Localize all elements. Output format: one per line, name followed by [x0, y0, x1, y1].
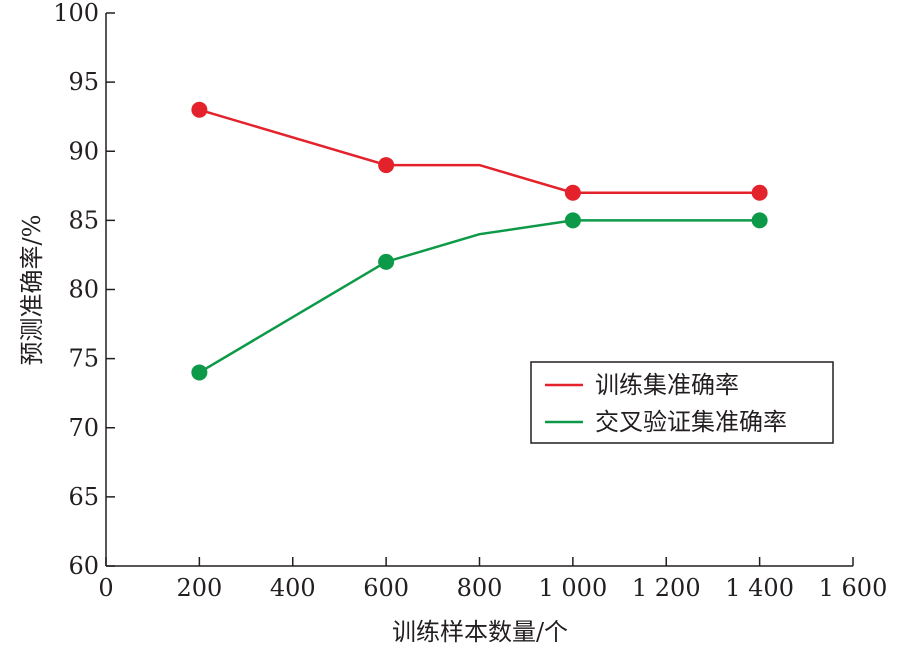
- data-point-series-1: [751, 184, 768, 201]
- data-point-series-2: [751, 212, 768, 229]
- data-point-series-2: [191, 364, 208, 381]
- x-tick-label: 1 600: [819, 574, 888, 602]
- y-tick-label: 100: [53, 0, 99, 27]
- y-tick-label: 80: [68, 276, 99, 304]
- y-ticks: 60 65 70 75 80 85 90 95 100: [53, 0, 115, 580]
- x-tick-label: 0: [98, 574, 113, 602]
- x-tick-label: 800: [457, 574, 503, 602]
- data-point-series-1: [191, 101, 208, 118]
- y-tick-label: 95: [68, 68, 99, 96]
- x-tick-label: 400: [270, 574, 316, 602]
- y-tick-label: 60: [68, 552, 99, 580]
- x-tick-label: 1 200: [632, 574, 701, 602]
- legend-label-train: 训练集准确率: [595, 371, 739, 399]
- series-layer: [191, 101, 768, 381]
- legend: 训练集准确率 交叉验证集准确率: [530, 361, 834, 444]
- data-point-series-1: [564, 184, 581, 201]
- series-line-1: [199, 108, 760, 194]
- axes: [105, 13, 853, 567]
- y-axis-label: 预测准确率/%: [18, 215, 46, 366]
- legend-label-cv: 交叉验证集准确率: [595, 408, 787, 436]
- y-tick-label: 65: [68, 483, 99, 511]
- data-point-series-1: [378, 157, 395, 174]
- x-tick-label: 1 000: [539, 574, 608, 602]
- y-tick-label: 70: [68, 414, 99, 442]
- x-ticks: 0 200 400 600 800 1 000 1 200 1 400 1 600: [98, 557, 887, 602]
- legend-box: [530, 361, 834, 444]
- y-tick-label: 90: [68, 137, 99, 165]
- data-point-series-2: [564, 212, 581, 229]
- y-tick-label: 85: [68, 206, 99, 234]
- x-tick-label: 1 400: [725, 574, 794, 602]
- y-tick-label: 75: [68, 345, 99, 373]
- data-point-series-2: [378, 253, 395, 270]
- x-tick-label: 200: [176, 574, 222, 602]
- x-axis-label: 训练样本数量/个: [392, 618, 568, 646]
- series-line-2: [198, 219, 760, 374]
- x-tick-label: 600: [363, 574, 409, 602]
